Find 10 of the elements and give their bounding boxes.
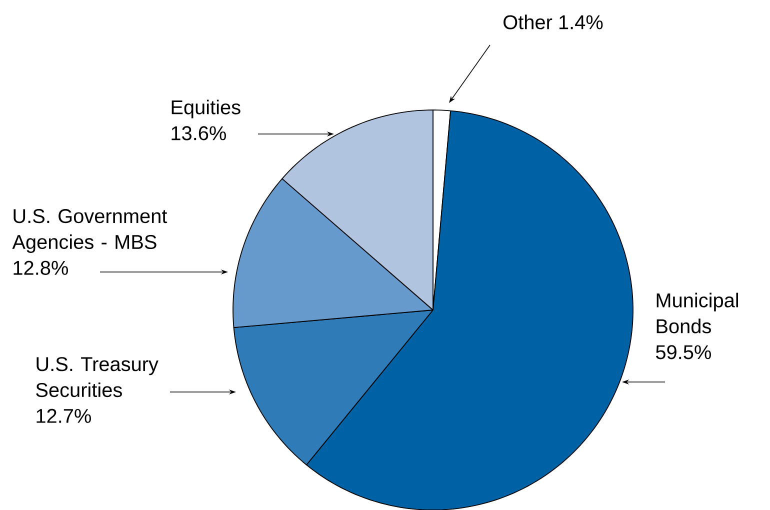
slice-label: U.S. Government Agencies - MBS xyxy=(12,209,168,253)
data-label: 59.5% xyxy=(656,345,711,360)
data-label: 1.4% xyxy=(559,15,603,30)
slice-label: Equities xyxy=(172,100,240,118)
data-label: 12.7% xyxy=(36,408,91,423)
slice-label: U.S. Treasury Securities xyxy=(36,357,158,398)
data-label: 13.6% xyxy=(172,126,226,140)
slice-label: Other xyxy=(504,14,552,30)
slice-label: Municipal Bonds xyxy=(656,292,738,334)
data-label: 12.8% xyxy=(14,260,68,275)
